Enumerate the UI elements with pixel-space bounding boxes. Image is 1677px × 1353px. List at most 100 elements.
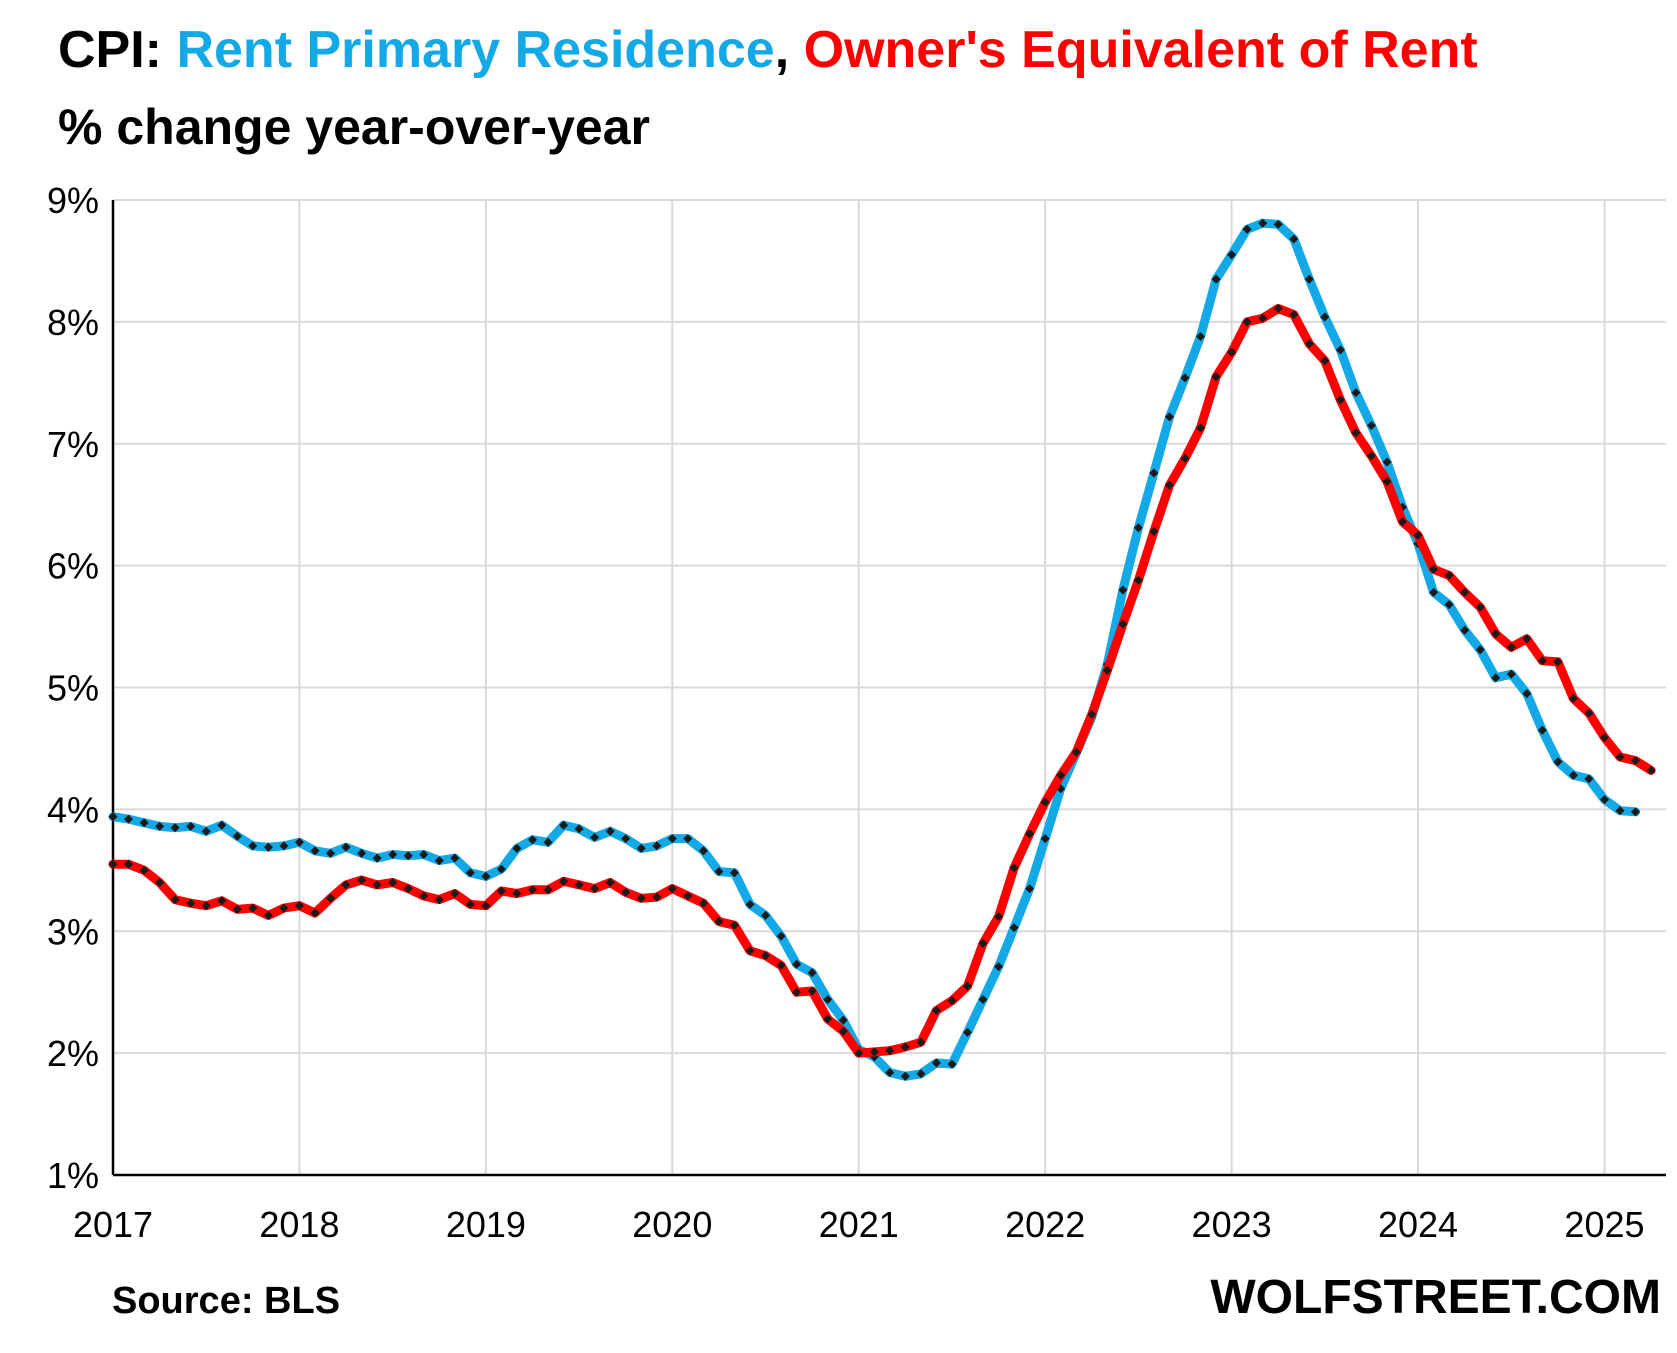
data-point-rent-primary-residence — [1444, 600, 1454, 610]
data-point-owners-equivalent-rent — [1087, 709, 1097, 719]
data-point-owners-equivalent-rent — [1040, 797, 1050, 807]
data-point-rent-primary-residence — [1320, 312, 1330, 322]
data-point-rent-primary-residence — [885, 1068, 895, 1078]
data-point-rent-primary-residence — [900, 1071, 910, 1081]
data-point-owners-equivalent-rent — [1118, 619, 1128, 629]
series-line-rent-primary-residence — [108, 218, 1640, 1081]
data-point-owners-equivalent-rent — [1149, 526, 1159, 537]
data-point-rent-primary-residence — [1180, 373, 1190, 383]
data-point-owners-equivalent-rent — [1273, 303, 1283, 314]
data-point-rent-primary-residence — [1335, 345, 1345, 355]
y-tick-label: 7% — [47, 424, 99, 465]
x-tick-label: 2017 — [73, 1204, 153, 1245]
series-owners-equivalent-rent — [108, 303, 1656, 1058]
data-point-owners-equivalent-rent — [1599, 732, 1610, 743]
data-point-rent-primary-residence — [1429, 587, 1439, 597]
x-tick-label: 2024 — [1378, 1204, 1458, 1245]
data-point-owners-equivalent-rent — [885, 1046, 895, 1056]
data-point-rent-primary-residence — [1351, 388, 1361, 398]
y-tick-label: 2% — [47, 1033, 99, 1074]
data-point-owners-equivalent-rent — [1584, 708, 1594, 718]
data-point-rent-primary-residence — [1506, 669, 1516, 679]
data-point-owners-equivalent-rent — [1475, 602, 1485, 612]
data-point-rent-primary-residence — [1366, 420, 1376, 431]
x-tick-label: 2025 — [1564, 1204, 1644, 1245]
data-point-owners-equivalent-rent — [916, 1037, 926, 1047]
data-point-rent-primary-residence — [1615, 806, 1625, 816]
data-point-owners-equivalent-rent — [1646, 765, 1656, 775]
data-point-rent-primary-residence — [1242, 224, 1252, 234]
data-point-rent-primary-residence — [1382, 457, 1392, 467]
x-tick-label: 2022 — [1005, 1204, 1085, 1245]
data-point-rent-primary-residence — [1584, 774, 1594, 784]
data-point-owners-equivalent-rent — [1102, 665, 1112, 675]
data-point-owners-equivalent-rent — [1568, 693, 1578, 704]
data-point-owners-equivalent-rent — [869, 1047, 879, 1057]
data-point-rent-primary-residence — [1304, 274, 1314, 284]
data-point-owners-equivalent-rent — [1429, 564, 1439, 574]
data-point-owners-equivalent-rent — [1133, 575, 1143, 585]
data-point-rent-primary-residence — [1491, 673, 1501, 683]
data-point-owners-equivalent-rent — [1522, 634, 1532, 644]
data-point-owners-equivalent-rent — [854, 1048, 864, 1058]
data-point-owners-equivalent-rent — [1444, 570, 1454, 580]
data-point-rent-primary-residence — [916, 1069, 926, 1079]
data-point-owners-equivalent-rent — [1413, 530, 1423, 540]
data-point-rent-primary-residence — [1522, 689, 1532, 699]
x-tick-label: 2023 — [1192, 1204, 1272, 1245]
data-point-rent-primary-residence — [1599, 795, 1610, 805]
data-point-rent-primary-residence — [931, 1058, 941, 1068]
data-point-owners-equivalent-rent — [838, 1026, 848, 1036]
data-point-owners-equivalent-rent — [1335, 395, 1345, 405]
x-axis-tick-labels: 2017 2018 2019 2020 2021 2022 2023 2024 2025 — [73, 1204, 1645, 1245]
y-axis-tick-labels: 1% 2% 3% 4% 5% 6% 7% 8% 9% — [47, 180, 99, 1196]
y-tick-label: 1% — [47, 1155, 99, 1196]
data-point-rent-primary-residence — [1273, 219, 1283, 229]
data-point-rent-primary-residence — [1149, 468, 1159, 478]
axes — [111, 200, 1666, 1177]
data-point-rent-primary-residence — [1630, 807, 1641, 817]
data-point-owners-equivalent-rent — [1615, 752, 1625, 762]
x-tick-label: 2019 — [446, 1204, 526, 1245]
y-tick-label: 4% — [47, 789, 99, 830]
data-point-owners-equivalent-rent — [1164, 480, 1175, 490]
chart-title: CPI: Rent Primary Residence, Owner's Equ… — [58, 20, 1478, 80]
x-tick-label: 2018 — [259, 1204, 339, 1245]
series-line-owners-equivalent-rent — [108, 304, 1656, 1058]
data-point-rent-primary-residence — [1553, 757, 1563, 767]
title-series-rent: Rent Primary Residence — [176, 21, 775, 79]
data-point-rent-primary-residence — [1164, 412, 1175, 422]
x-tick-label: 2020 — [632, 1204, 712, 1245]
data-point-owners-equivalent-rent — [1537, 656, 1547, 666]
brand-watermark: WOLFSTREET.COM — [1210, 1271, 1661, 1324]
data-point-rent-primary-residence — [1460, 625, 1470, 635]
y-tick-label: 8% — [47, 302, 99, 343]
data-point-rent-primary-residence — [962, 1027, 973, 1037]
data-point-owners-equivalent-rent — [1195, 423, 1206, 433]
y-tick-label: 5% — [47, 668, 99, 709]
data-point-owners-equivalent-rent — [1553, 657, 1563, 667]
title-series-oer: Owner's Equivalent of Rent — [803, 21, 1478, 79]
data-point-rent-primary-residence — [1475, 645, 1485, 655]
data-point-rent-primary-residence — [1211, 274, 1221, 284]
data-point-rent-primary-residence — [1227, 250, 1237, 260]
data-point-owners-equivalent-rent — [1506, 642, 1516, 652]
data-point-rent-primary-residence — [1133, 523, 1143, 533]
data-point-rent-primary-residence — [1195, 331, 1206, 342]
x-tick-label: 2021 — [819, 1204, 899, 1245]
data-point-rent-primary-residence — [1040, 834, 1050, 844]
data-point-owners-equivalent-rent — [1227, 347, 1237, 357]
data-point-rent-primary-residence — [1258, 218, 1268, 228]
data-point-owners-equivalent-rent — [1056, 770, 1066, 780]
data-point-owners-equivalent-rent — [1460, 587, 1470, 597]
y-tick-label: 6% — [47, 546, 99, 587]
source-label: Source: BLS — [112, 1280, 341, 1322]
data-point-owners-equivalent-rent — [1025, 829, 1035, 839]
chart-subtitle: % change year-over-year — [58, 99, 650, 155]
data-point-owners-equivalent-rent — [1397, 517, 1408, 527]
data-point-owners-equivalent-rent — [1180, 453, 1190, 463]
data-point-owners-equivalent-rent — [1289, 310, 1299, 320]
data-point-rent-primary-residence — [947, 1059, 957, 1069]
data-point-rent-primary-residence — [1568, 770, 1578, 780]
